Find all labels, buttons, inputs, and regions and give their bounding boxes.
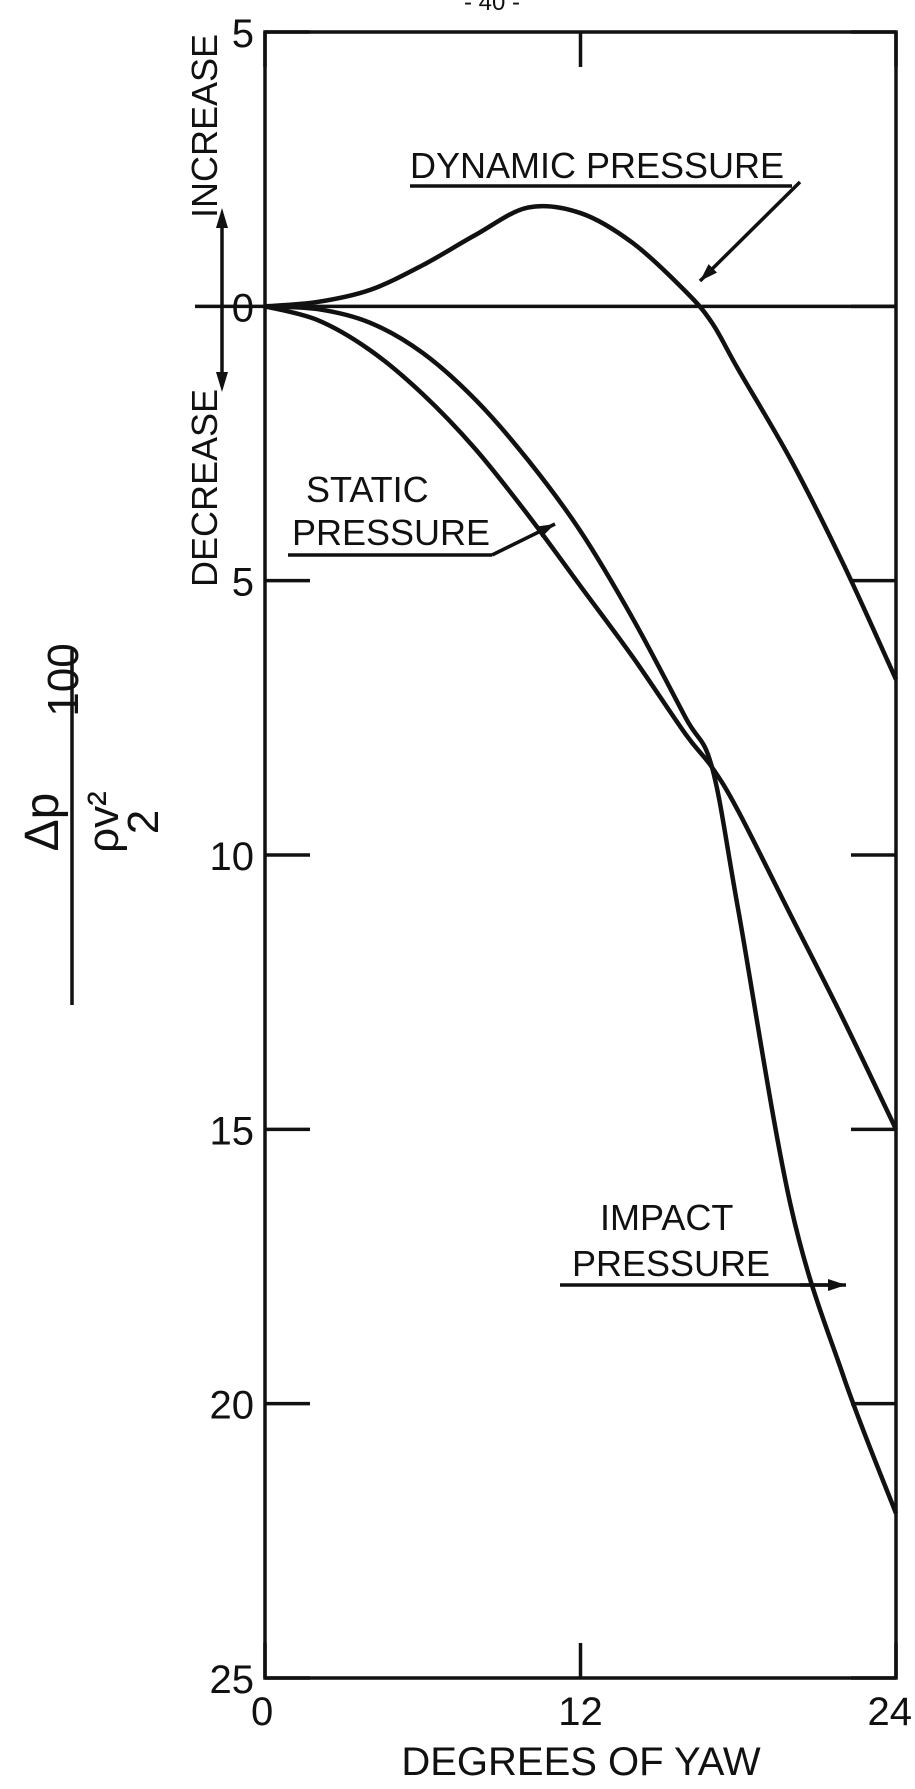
plot-frame <box>263 30 898 1680</box>
y-tick-label: 20 <box>210 1384 255 1428</box>
label-arrowhead <box>700 264 718 281</box>
series-label: STATIC <box>306 469 429 510</box>
ylabel-denominator: ρv² <box>79 791 128 853</box>
series-label: DYNAMIC PRESSURE <box>410 145 784 186</box>
series-label: PRESSURE <box>572 1243 770 1284</box>
decrease-label: DECREASE <box>184 389 225 587</box>
ylabel-divisor: 2 <box>119 810 168 834</box>
series-label: IMPACT <box>600 1197 733 1238</box>
label-arrowhead <box>828 1279 846 1291</box>
label-leader <box>698 180 802 283</box>
x-tick-label: 12 <box>558 1690 603 1734</box>
label-arrowhead <box>536 524 555 538</box>
y-tick-label: 0 <box>232 286 254 330</box>
series-label: PRESSURE <box>292 512 490 553</box>
series-line <box>264 304 899 1131</box>
y-tick-label: 10 <box>210 835 255 879</box>
series-line <box>264 203 899 681</box>
y-tick-label: 15 <box>210 1109 255 1153</box>
x-tick-label: 24 <box>868 1690 913 1734</box>
ylabel-numerator: Δp <box>16 793 69 852</box>
series-line <box>264 304 899 1515</box>
x-tick-label: 0 <box>251 1690 273 1734</box>
increase-label: INCREASE <box>184 34 225 218</box>
ylabel-factor: 100 <box>39 643 88 716</box>
y-tick-label: 5 <box>232 12 254 56</box>
x-axis-label: DEGREES OF YAW <box>401 1740 761 1784</box>
direction-arrows <box>216 208 228 392</box>
page-header: - 40 - <box>464 0 520 16</box>
y-tick-label: 5 <box>232 561 254 605</box>
y-tick-label: 25 <box>210 1658 255 1702</box>
